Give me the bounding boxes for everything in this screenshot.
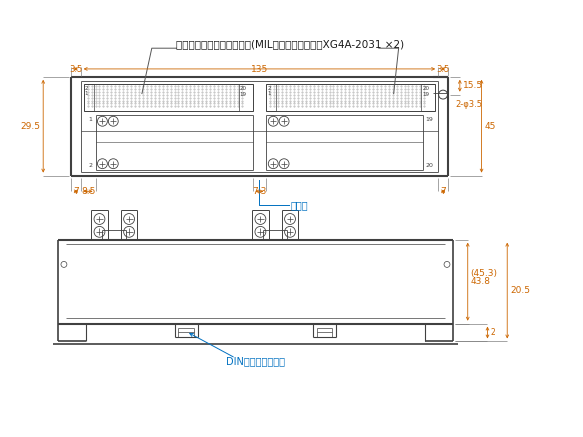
Text: 2: 2 xyxy=(268,86,271,91)
Text: 20: 20 xyxy=(425,163,433,168)
Text: 20.5: 20.5 xyxy=(510,286,530,295)
Text: 7: 7 xyxy=(440,187,446,196)
Text: 2: 2 xyxy=(490,328,495,337)
Text: 2: 2 xyxy=(89,163,93,168)
Text: 15.5: 15.5 xyxy=(463,81,483,90)
Text: 20: 20 xyxy=(422,86,429,91)
Text: 20: 20 xyxy=(240,86,247,91)
Text: 7: 7 xyxy=(73,187,79,196)
Text: 3.5: 3.5 xyxy=(437,65,449,74)
Text: 2: 2 xyxy=(85,86,88,91)
Text: 2-φ3.5: 2-φ3.5 xyxy=(456,100,483,109)
Text: 19: 19 xyxy=(425,117,433,122)
Text: 7.3: 7.3 xyxy=(252,187,266,196)
Text: 1: 1 xyxy=(85,91,88,96)
Text: 1: 1 xyxy=(89,117,93,122)
Text: 8.5: 8.5 xyxy=(81,187,95,196)
Text: 45: 45 xyxy=(484,121,496,131)
Text: (45.3): (45.3) xyxy=(470,269,498,278)
Text: フラットケーブルコネクタ(MILタイププラグ：形XG4A-2031 ×2): フラットケーブルコネクタ(MILタイププラグ：形XG4A-2031 ×2) xyxy=(176,39,404,49)
Text: 19: 19 xyxy=(422,92,429,97)
Text: 1: 1 xyxy=(268,91,271,96)
Text: DINレール用ロック: DINレール用ロック xyxy=(226,356,285,366)
Text: 端子台: 端子台 xyxy=(291,200,308,210)
Text: 135: 135 xyxy=(251,65,268,74)
Text: 19: 19 xyxy=(240,92,247,97)
Text: 43.8: 43.8 xyxy=(470,277,491,286)
Text: 3.5: 3.5 xyxy=(69,65,82,74)
Text: 29.5: 29.5 xyxy=(20,121,40,131)
